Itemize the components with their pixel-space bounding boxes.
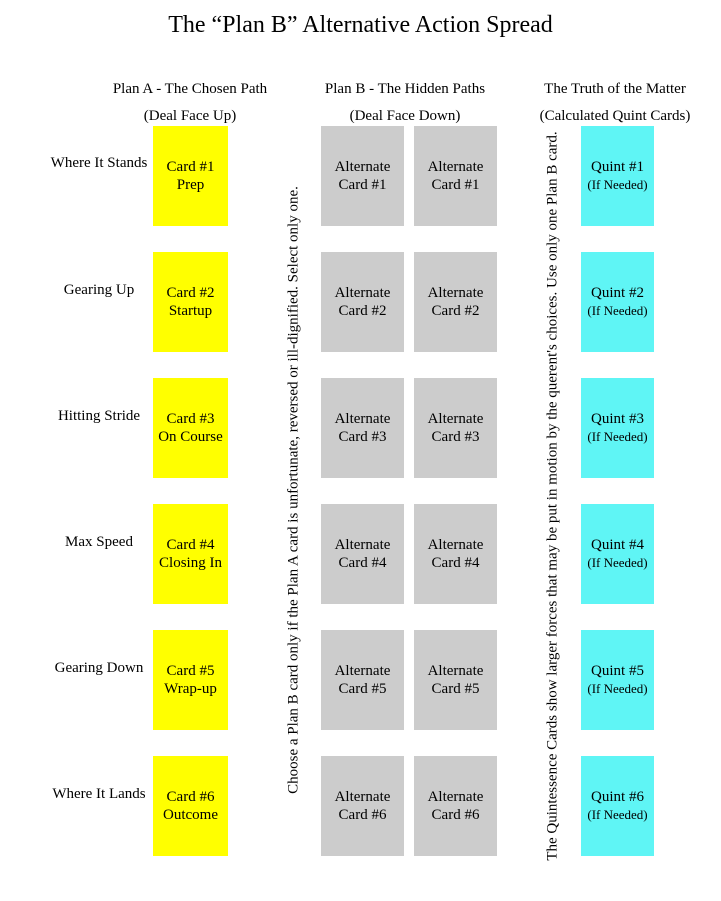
alternate-card: Alternate Card #6	[321, 756, 404, 856]
alternate-card-name: Card #3	[431, 429, 480, 445]
alternate-card-name: Card #3	[338, 429, 387, 445]
card-name: Startup	[168, 303, 213, 319]
truth-heading-text: The Truth of the Matter	[544, 81, 686, 97]
plan-b-heading-text: Plan B - The Hidden Paths	[324, 81, 486, 97]
quint-card-title: Quint #1	[591, 159, 644, 175]
card-title: Card #2	[166, 285, 215, 301]
card-title: Card #1	[166, 159, 215, 175]
plan-b-heading: Plan B - The Hidden Paths (Deal Face Dow…	[310, 80, 500, 125]
alternate-card-title: Alternate	[334, 411, 391, 427]
quint-card-title: Quint #6	[591, 789, 644, 805]
alternate-card-title: Alternate	[334, 789, 391, 805]
alternate-card: Alternate Card #5	[321, 630, 404, 730]
plan-b-instruction: Choose a Plan B card only if the Plan A …	[285, 186, 302, 794]
row-label: Gearing Up	[63, 282, 135, 298]
plan-a-card: Card #1 Prep	[153, 126, 228, 226]
alternate-card: Alternate Card #1	[321, 126, 404, 226]
alternate-card-title: Alternate	[427, 159, 484, 175]
alternate-card: Alternate Card #1	[414, 126, 497, 226]
quint-card: Quint #2 (If Needed)	[581, 252, 654, 352]
alternate-card-name: Card #2	[431, 303, 480, 319]
alternate-card-name: Card #1	[338, 177, 387, 193]
alternate-card: Alternate Card #6	[414, 756, 497, 856]
alternate-card: Alternate Card #4	[321, 504, 404, 604]
plan-a-card: Card #4 Closing In	[153, 504, 228, 604]
row-label: Gearing Down	[54, 660, 144, 676]
alternate-card-title: Alternate	[334, 159, 391, 175]
quint-card: Quint #1 (If Needed)	[581, 126, 654, 226]
alternate-card-name: Card #2	[338, 303, 387, 319]
row-label: Max Speed	[65, 534, 133, 550]
quint-card: Quint #5 (If Needed)	[581, 630, 654, 730]
quint-card-note: (If Needed)	[587, 807, 648, 822]
alternate-card-name: Card #4	[338, 555, 387, 571]
alternate-card: Alternate Card #5	[414, 630, 497, 730]
alternate-card-name: Card #5	[431, 681, 480, 697]
quint-card-title: Quint #5	[591, 663, 644, 679]
card-title: Card #4	[166, 537, 215, 553]
row-label: Where It Lands	[52, 786, 146, 802]
quint-card: Quint #6 (If Needed)	[581, 756, 654, 856]
alternate-card-name: Card #5	[338, 681, 387, 697]
plan-a-heading-text: Plan A - The Chosen Path	[112, 81, 268, 97]
card-title: Card #5	[166, 663, 215, 679]
quint-card-title: Quint #3	[591, 411, 644, 427]
card-title: Card #6	[166, 789, 215, 805]
plan-b-subheading: (Deal Face Down)	[349, 108, 461, 124]
card-name: Closing In	[159, 555, 222, 571]
alternate-card-title: Alternate	[334, 537, 391, 553]
quint-card-title: Quint #2	[591, 285, 644, 301]
card-title: Card #3	[166, 411, 215, 427]
alternate-card-title: Alternate	[427, 537, 484, 553]
alternate-card: Alternate Card #3	[321, 378, 404, 478]
plan-a-heading: Plan A - The Chosen Path (Deal Face Up)	[100, 80, 280, 125]
alternate-card-name: Card #6	[338, 807, 387, 823]
card-name: Outcome	[163, 807, 218, 823]
alternate-card-title: Alternate	[427, 663, 484, 679]
quint-card-note: (If Needed)	[587, 303, 648, 318]
row-label: Hitting Stride	[57, 408, 141, 424]
alternate-card-name: Card #4	[431, 555, 480, 571]
card-name: Prep	[176, 177, 205, 193]
quint-instruction: The Quintessence Cards show larger force…	[544, 131, 561, 861]
quint-card-note: (If Needed)	[587, 429, 648, 444]
alternate-card-title: Alternate	[427, 285, 484, 301]
card-name: On Course	[158, 429, 223, 445]
alternate-card: Alternate Card #2	[321, 252, 404, 352]
plan-a-card: Card #5 Wrap-up	[153, 630, 228, 730]
plan-a-card: Card #2 Startup	[153, 252, 228, 352]
card-name: Wrap-up	[164, 681, 217, 697]
truth-heading: The Truth of the Matter (Calculated Quin…	[520, 80, 710, 125]
plan-a-subheading: (Deal Face Up)	[143, 108, 237, 124]
quint-card-note: (If Needed)	[587, 555, 648, 570]
alternate-card-name: Card #1	[431, 177, 480, 193]
alternate-card: Alternate Card #2	[414, 252, 497, 352]
plan-a-card: Card #6 Outcome	[153, 756, 228, 856]
truth-subheading: (Calculated Quint Cards)	[539, 108, 691, 124]
quint-card: Quint #3 (If Needed)	[581, 378, 654, 478]
alternate-card-title: Alternate	[334, 285, 391, 301]
quint-card-note: (If Needed)	[587, 681, 648, 696]
alternate-card-title: Alternate	[334, 663, 391, 679]
quint-card: Quint #4 (If Needed)	[581, 504, 654, 604]
alternate-card-title: Alternate	[427, 789, 484, 805]
alternate-card: Alternate Card #3	[414, 378, 497, 478]
alternate-card-title: Alternate	[427, 411, 484, 427]
quint-card-title: Quint #4	[591, 537, 644, 553]
alternate-card: Alternate Card #4	[414, 504, 497, 604]
page-title: The “Plan B” Alternative Action Spread	[168, 12, 553, 38]
alternate-card-name: Card #6	[431, 807, 480, 823]
plan-a-card: Card #3 On Course	[153, 378, 228, 478]
quint-card-note: (If Needed)	[587, 177, 648, 192]
row-label: Where It Stands	[50, 155, 148, 171]
